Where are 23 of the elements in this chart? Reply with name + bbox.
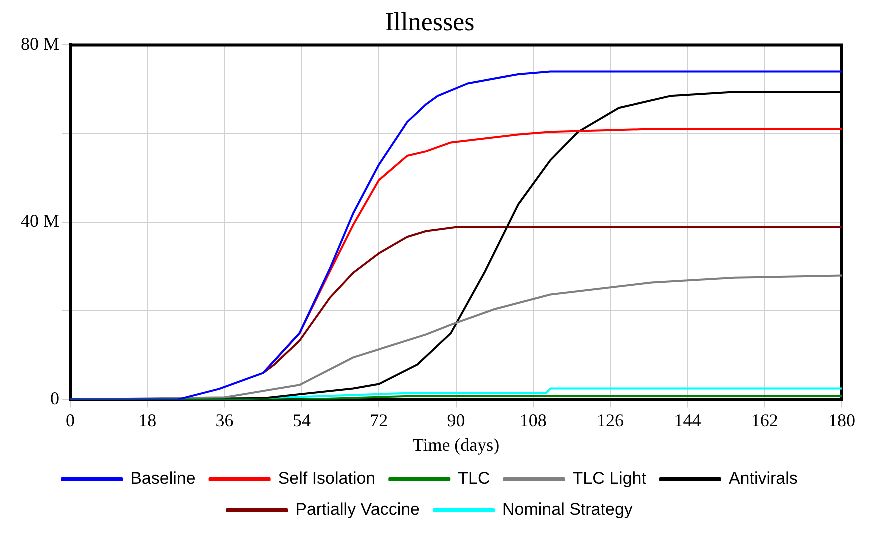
x-tick-label: 0 — [66, 410, 76, 430]
legend-label: Antivirals — [728, 469, 798, 488]
y-tick-label: 80 M — [20, 34, 60, 54]
x-tick-label: 18 — [138, 410, 157, 430]
x-tick-label: 90 — [447, 410, 466, 430]
legend-label: Partially Vaccine — [296, 500, 420, 520]
x-tick-label: 36 — [216, 410, 234, 430]
legend-label: TLC — [458, 469, 490, 488]
legend-label: Baseline — [130, 469, 196, 488]
x-tick-label: 180 — [828, 410, 856, 430]
y-tick-label: 40 M — [20, 211, 60, 232]
legend-label: TLC Light — [572, 469, 647, 488]
chart-title: Illnesses — [385, 7, 475, 36]
x-tick-label: 54 — [292, 410, 311, 430]
y-tick-label: 0 — [50, 388, 60, 409]
x-tick-label: 162 — [751, 410, 778, 430]
x-tick-label: 144 — [674, 410, 702, 430]
x-axis-title: Time (days) — [412, 434, 500, 455]
x-tick-label: 108 — [520, 410, 547, 430]
legend-label: Self Isolation — [278, 469, 376, 488]
x-tick-label: 72 — [370, 410, 388, 430]
x-tick-label: 126 — [597, 410, 624, 430]
legend-label: Nominal Strategy — [502, 500, 634, 520]
